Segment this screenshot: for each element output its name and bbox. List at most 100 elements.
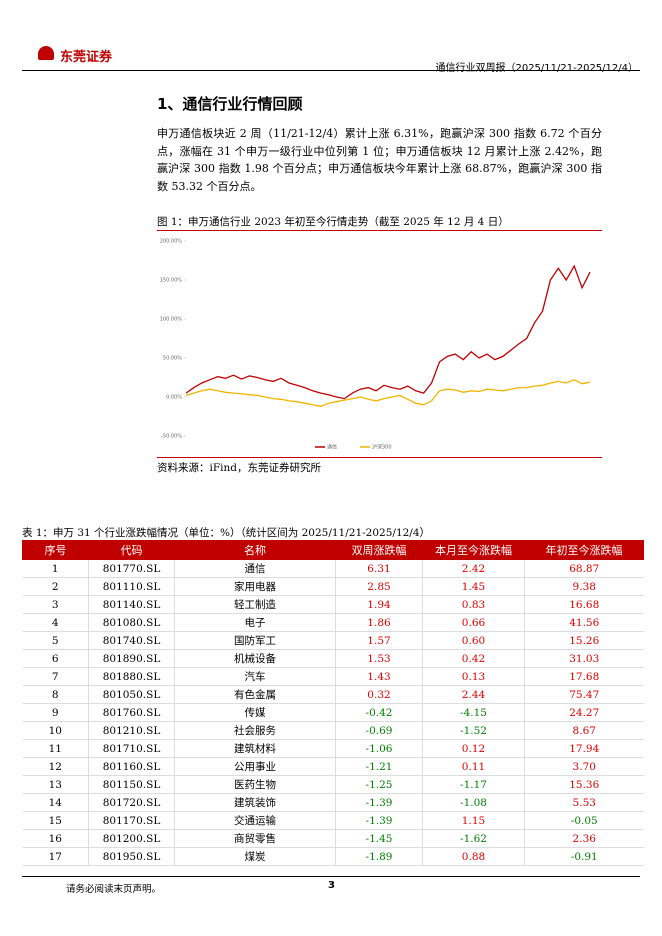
table-cell: 0.66 <box>422 613 525 632</box>
y-tick-label: 200.00% <box>160 239 182 245</box>
table-cell: 建筑装饰 <box>174 793 336 812</box>
table-cell: -1.06 <box>335 739 423 758</box>
figure-caption: 图 1：申万通信行业 2023 年初至今行情走势（截至 2025 年 12 月 … <box>157 216 509 228</box>
table-row: 9 801760.SL 传媒 -0.42 -4.15 24.27 <box>22 703 644 722</box>
table-cell: 16.68 <box>524 595 644 614</box>
table-row: 4 801080.SL 电子 1.86 0.66 41.56 <box>22 613 644 632</box>
table-cell: 1.86 <box>335 613 423 632</box>
column-header: 序号 <box>22 540 89 560</box>
table-cell: 801710.SL <box>88 739 175 758</box>
y-tick-label: 100.00% <box>160 317 182 323</box>
table-cell: 0.60 <box>422 631 525 650</box>
table-cell: 75.47 <box>524 685 644 704</box>
table-cell: 0.83 <box>422 595 525 614</box>
table-cell: 68.87 <box>524 559 644 578</box>
series-line <box>185 264 591 400</box>
table-cell: 8 <box>22 685 89 704</box>
table-cell: 1.43 <box>335 667 423 686</box>
table-cell: 801950.SL <box>88 847 175 866</box>
source-rule <box>157 457 602 458</box>
table-cell: 15 <box>22 811 89 830</box>
table-row: 17 801950.SL 煤炭 -1.89 0.88 -0.91 <box>22 847 644 866</box>
table-cell: 1.45 <box>422 577 525 596</box>
table-cell: -0.42 <box>335 703 423 722</box>
table-cell: 公用事业 <box>174 757 336 776</box>
table-cell: 7 <box>22 667 89 686</box>
table-cell: 社会服务 <box>174 721 336 740</box>
table-cell: 电子 <box>174 613 336 632</box>
table-cell: 1.94 <box>335 595 423 614</box>
table-cell: 3.70 <box>524 757 644 776</box>
table-cell: -1.52 <box>422 721 525 740</box>
table-cell: 建筑材料 <box>174 739 336 758</box>
table-cell: 0.88 <box>422 847 525 866</box>
table-cell: 1 <box>22 559 89 578</box>
table-cell: 8.67 <box>524 721 644 740</box>
table-cell: 801200.SL <box>88 829 175 848</box>
table-cell: 12 <box>22 757 89 776</box>
table-cell: 801720.SL <box>88 793 175 812</box>
table-cell: 有色金属 <box>174 685 336 704</box>
column-header: 双周涨跌幅 <box>335 540 423 560</box>
table-cell: 801760.SL <box>88 703 175 722</box>
header-rule <box>22 70 640 71</box>
table: 序号 代码 名称 双周涨跌幅 本月至今涨跌幅 年初至今涨跌幅 1 801770.SL 通信 6.3… <box>22 540 644 866</box>
table-cell: 4 <box>22 613 89 632</box>
table-row: 11 801710.SL 建筑材料 -1.06 0.12 17.94 <box>22 739 644 758</box>
table-row: 15 801170.SL 交通运输 -1.39 1.15 -0.05 <box>22 811 644 830</box>
table-cell: 10 <box>22 721 89 740</box>
y-tick-label: 0.00% <box>166 395 182 401</box>
footer-rule <box>22 876 640 877</box>
table-cell: 3 <box>22 595 89 614</box>
table-cell: 2.85 <box>335 577 423 596</box>
table-row: 12 801160.SL 公用事业 -1.21 0.11 3.70 <box>22 757 644 776</box>
table-row: 6 801890.SL 机械设备 1.53 0.42 31.03 <box>22 649 644 668</box>
report-title: 通信行业双周报（2025/11/21-2025/12/4） <box>435 63 638 74</box>
table-cell: 5 <box>22 631 89 650</box>
column-header: 年初至今涨跌幅 <box>524 540 644 560</box>
table-row: 2 801110.SL 家用电器 2.85 1.45 9.38 <box>22 577 644 596</box>
table-cell: 煤炭 <box>174 847 336 866</box>
paragraph: 申万通信板块近 2 周（11/21-12/4）累计上涨 6.31%，跑赢沪深 3… <box>157 127 602 193</box>
table-cell: 家用电器 <box>174 577 336 596</box>
caption-rule <box>157 230 602 231</box>
table-cell: -1.21 <box>335 757 423 776</box>
table-cell: -1.39 <box>335 811 423 830</box>
table-row: 14 801720.SL 建筑装饰 -1.39 -1.08 5.53 <box>22 793 644 812</box>
table-caption: 表 1：申万 31 个行业涨跌幅情况（单位：%）（统计区间为 2025/11/2… <box>22 527 431 539</box>
table-row: 5 801740.SL 国防军工 1.57 0.60 15.26 <box>22 631 644 650</box>
table-cell: 801160.SL <box>88 757 175 776</box>
table-cell: 801170.SL <box>88 811 175 830</box>
table-cell: 13 <box>22 775 89 794</box>
table-cell: 国防军工 <box>174 631 336 650</box>
table-cell: -0.69 <box>335 721 423 740</box>
table-cell: 31.03 <box>524 649 644 668</box>
table-cell: 24.27 <box>524 703 644 722</box>
table-cell: 15.36 <box>524 775 644 794</box>
table-cell: 0.11 <box>422 757 525 776</box>
table-cell: -1.45 <box>335 829 423 848</box>
table-cell: -1.25 <box>335 775 423 794</box>
chart: -50.00% 0.00% 50.00% 100.00% 150.00% 200.00% 通… <box>160 239 591 451</box>
table-cell: 15.26 <box>524 631 644 650</box>
table-cell: -1.08 <box>422 793 525 812</box>
table-cell: 轻工制造 <box>174 595 336 614</box>
table-cell: 2.44 <box>422 685 525 704</box>
page-number: 3 <box>328 880 335 891</box>
table-cell: 汽车 <box>174 667 336 686</box>
table-cell: -0.91 <box>524 847 644 866</box>
table-cell: 2.42 <box>422 559 525 578</box>
table-cell: -0.05 <box>524 811 644 830</box>
table-cell: 17.68 <box>524 667 644 686</box>
table-cell: 1.57 <box>335 631 423 650</box>
table-cell: 交通运输 <box>174 811 336 830</box>
table-cell: 9 <box>22 703 89 722</box>
y-tick-label: 150.00% <box>160 278 182 284</box>
table-cell: 6.31 <box>335 559 423 578</box>
table-cell: 传媒 <box>174 703 336 722</box>
table-cell: 机械设备 <box>174 649 336 668</box>
table-cell: 0.42 <box>422 649 525 668</box>
table-cell: 14 <box>22 793 89 812</box>
table-cell: 0.12 <box>422 739 525 758</box>
